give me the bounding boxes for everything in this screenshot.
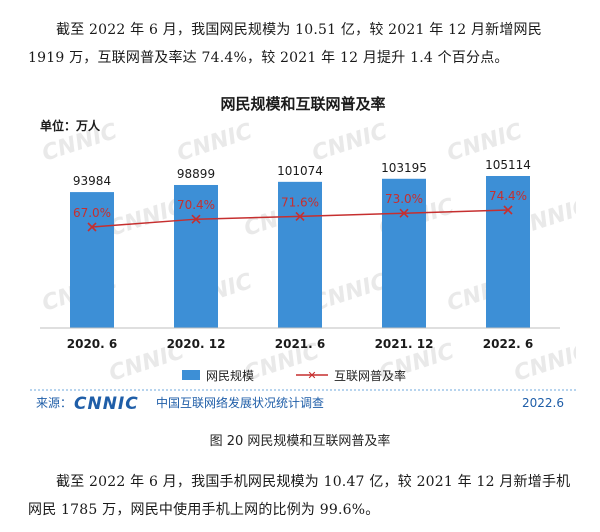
mobile-paragraph: 截至 2022 年 6 月，我国手机网民规模为 10.47 亿，较 2021 年… (28, 474, 571, 518)
legend-swatch-bar (182, 370, 200, 380)
watermark: CNNIC (174, 119, 255, 167)
marker-stroke (399, 208, 409, 218)
legend-label-bar: 网民规模 (206, 368, 254, 383)
bar (278, 181, 322, 328)
figure-caption: 图 20 网民规模和互联网普及率 (209, 434, 391, 449)
legend-marker-x: ✕ (307, 369, 316, 382)
x-tick-labels: 2020. 6 2020. 12 2021. 6 2021. 12 2022. 6 (67, 337, 533, 351)
line-point (503, 205, 513, 215)
line-point (295, 211, 305, 221)
line-value-label: 70.4% (177, 198, 215, 212)
bar-value-label: 98899 (177, 167, 215, 181)
line-value-label: 74.4% (489, 189, 527, 203)
x-tick-label: 2021. 12 (375, 337, 434, 351)
intro-paragraph: 截至 2022 年 6 月，我国网民规模为 10.51 亿，较 2021 年 1… (28, 22, 542, 66)
line-value-label: 73.0% (385, 192, 423, 206)
x-tick-label: 2020. 6 (67, 337, 117, 351)
source-label: 来源： (36, 396, 72, 410)
x-tick-label: 2020. 12 (167, 337, 226, 351)
source-date: 2022.6 (522, 396, 564, 410)
marker-stroke (503, 205, 513, 215)
chart-title: 网民规模和互联网普及率 (220, 95, 385, 113)
x-tick-label: 2021. 6 (275, 337, 325, 351)
line-value-label: 71.6% (281, 195, 319, 209)
chart-figure: CNNIC CNNIC CNNIC CNNIC CNNIC CNNIC CNNIC CNNIC… (30, 86, 576, 418)
cnnic-logo: CNNIC (74, 394, 139, 414)
bar-value-label: 101074 (277, 164, 323, 178)
marker-stroke (191, 214, 201, 224)
bar-value-label: 105114 (485, 158, 531, 172)
line-point (399, 208, 409, 218)
bars-layer: 93984 98899 101074 103195 105114 (70, 158, 531, 328)
bar-value-label: 103195 (381, 161, 427, 175)
watermark: CNNIC (309, 119, 390, 167)
line-value-label: 67.0% (73, 206, 111, 220)
line-point (87, 222, 97, 232)
legend: 网民规模 ✕ 互联网普及率 (182, 368, 406, 383)
bar-value-label: 93984 (73, 174, 111, 188)
line-point (191, 214, 201, 224)
bar (382, 178, 426, 328)
bar (486, 176, 530, 328)
marker-stroke (87, 222, 97, 232)
source-line: 来源： CNNIC 中国互联网络发展状况统计调查 2022.6 (36, 394, 564, 414)
source-name: 中国互联网络发展状况统计调查 (156, 395, 324, 410)
marker-stroke (295, 211, 305, 221)
line-layer: 67.0% 70.4% 71.6% 73.0% 74.4% (73, 189, 527, 232)
legend-label-line: 互联网普及率 (334, 368, 406, 383)
bar (174, 184, 218, 328)
x-tick-label: 2022. 6 (483, 337, 533, 351)
bar (70, 192, 114, 328)
unit-label: 单位：万人 (40, 118, 101, 133)
